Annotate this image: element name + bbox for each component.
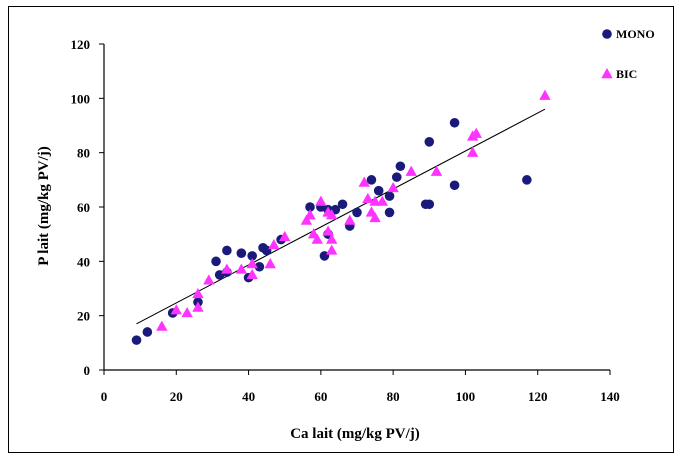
bic-point	[322, 225, 334, 236]
y-tick-label: 100	[71, 91, 91, 106]
x-tick-label: 120	[528, 389, 548, 404]
x-axis-title: Ca lait (mg/kg PV/j)	[290, 426, 420, 442]
bic-point	[279, 230, 291, 242]
y-tick-label: 120	[71, 37, 91, 52]
x-tick-label: 40	[242, 389, 255, 404]
legend-marker-bic	[601, 68, 613, 79]
y-tick-label: 80	[77, 146, 90, 161]
mono-point	[352, 207, 362, 218]
bic-point	[326, 244, 338, 255]
bic-point	[369, 195, 381, 206]
bic-point	[539, 89, 551, 100]
mono-point	[305, 202, 315, 212]
trendline	[136, 108, 546, 325]
y-tick-label: 40	[77, 254, 90, 269]
x-tick-label: 140	[600, 389, 620, 404]
bic-point	[405, 165, 417, 176]
mono-point	[395, 161, 406, 172]
bic-point	[430, 165, 443, 176]
mono-point	[384, 191, 395, 201]
bic-point	[311, 233, 323, 244]
bic-point	[315, 195, 327, 206]
mono-point	[211, 256, 221, 267]
mono-point	[449, 117, 460, 128]
x-tick-label: 100	[456, 389, 476, 404]
bic-point	[246, 258, 258, 269]
x-tick-label: 60	[314, 389, 327, 404]
chart-frame	[8, 6, 674, 453]
mono-point	[391, 172, 402, 182]
legend-label-bic: BIC	[616, 67, 637, 81]
bic-point	[156, 320, 168, 331]
bic-point	[304, 209, 316, 220]
x-tick-label: 20	[170, 389, 183, 404]
legend-marker-mono	[602, 29, 612, 39]
bic-point	[470, 127, 482, 138]
mono-point	[366, 175, 377, 185]
mono-point	[522, 175, 532, 185]
bic-point	[326, 209, 338, 220]
mono-point	[424, 199, 435, 210]
bic-point	[358, 176, 370, 187]
bic-point	[264, 258, 276, 269]
mono-point	[236, 248, 247, 258]
mono-point	[424, 137, 435, 147]
bic-point	[326, 233, 338, 244]
bic-point	[246, 268, 258, 280]
y-tick-label: 0	[84, 363, 91, 378]
bic-point	[203, 274, 215, 285]
bic-point	[192, 287, 204, 299]
bic-point	[170, 304, 182, 315]
mono-point	[373, 185, 384, 196]
bic-point	[387, 181, 399, 193]
y-tick-label: 60	[77, 200, 90, 215]
bic-point	[466, 146, 479, 157]
bic-point	[344, 214, 356, 225]
mono-point	[337, 199, 348, 210]
axes	[99, 43, 611, 375]
x-tick-label: 0	[101, 389, 108, 404]
y-tick-label: 20	[77, 309, 90, 324]
y-tick-labels: 0 20 40 60 80 100 120	[71, 37, 91, 378]
mono-point	[142, 327, 153, 337]
x-tick-label: 80	[387, 389, 400, 404]
mono-point	[222, 245, 232, 256]
mono-point	[131, 335, 142, 345]
bic-point	[192, 301, 204, 312]
mono-point	[254, 261, 265, 272]
bic-point	[221, 263, 233, 274]
mono-point	[384, 207, 395, 218]
bic-point	[362, 192, 374, 204]
data-points	[131, 89, 551, 345]
bic-point	[300, 214, 313, 225]
legend: MONO BIC	[601, 27, 655, 81]
bic-point	[181, 306, 193, 318]
legend-label-mono: MONO	[616, 27, 655, 41]
x-tick-labels: 0 20 40 60 80 100 120 140	[101, 389, 620, 404]
y-axis-title: P lait (mg/kg PV/j)	[36, 146, 52, 266]
mono-point	[247, 251, 257, 261]
mono-point	[449, 180, 460, 191]
trendline-group	[136, 108, 546, 325]
bic-point	[268, 239, 280, 250]
bic-point	[369, 211, 381, 223]
bic-point	[235, 263, 248, 274]
bic-point	[376, 195, 388, 206]
